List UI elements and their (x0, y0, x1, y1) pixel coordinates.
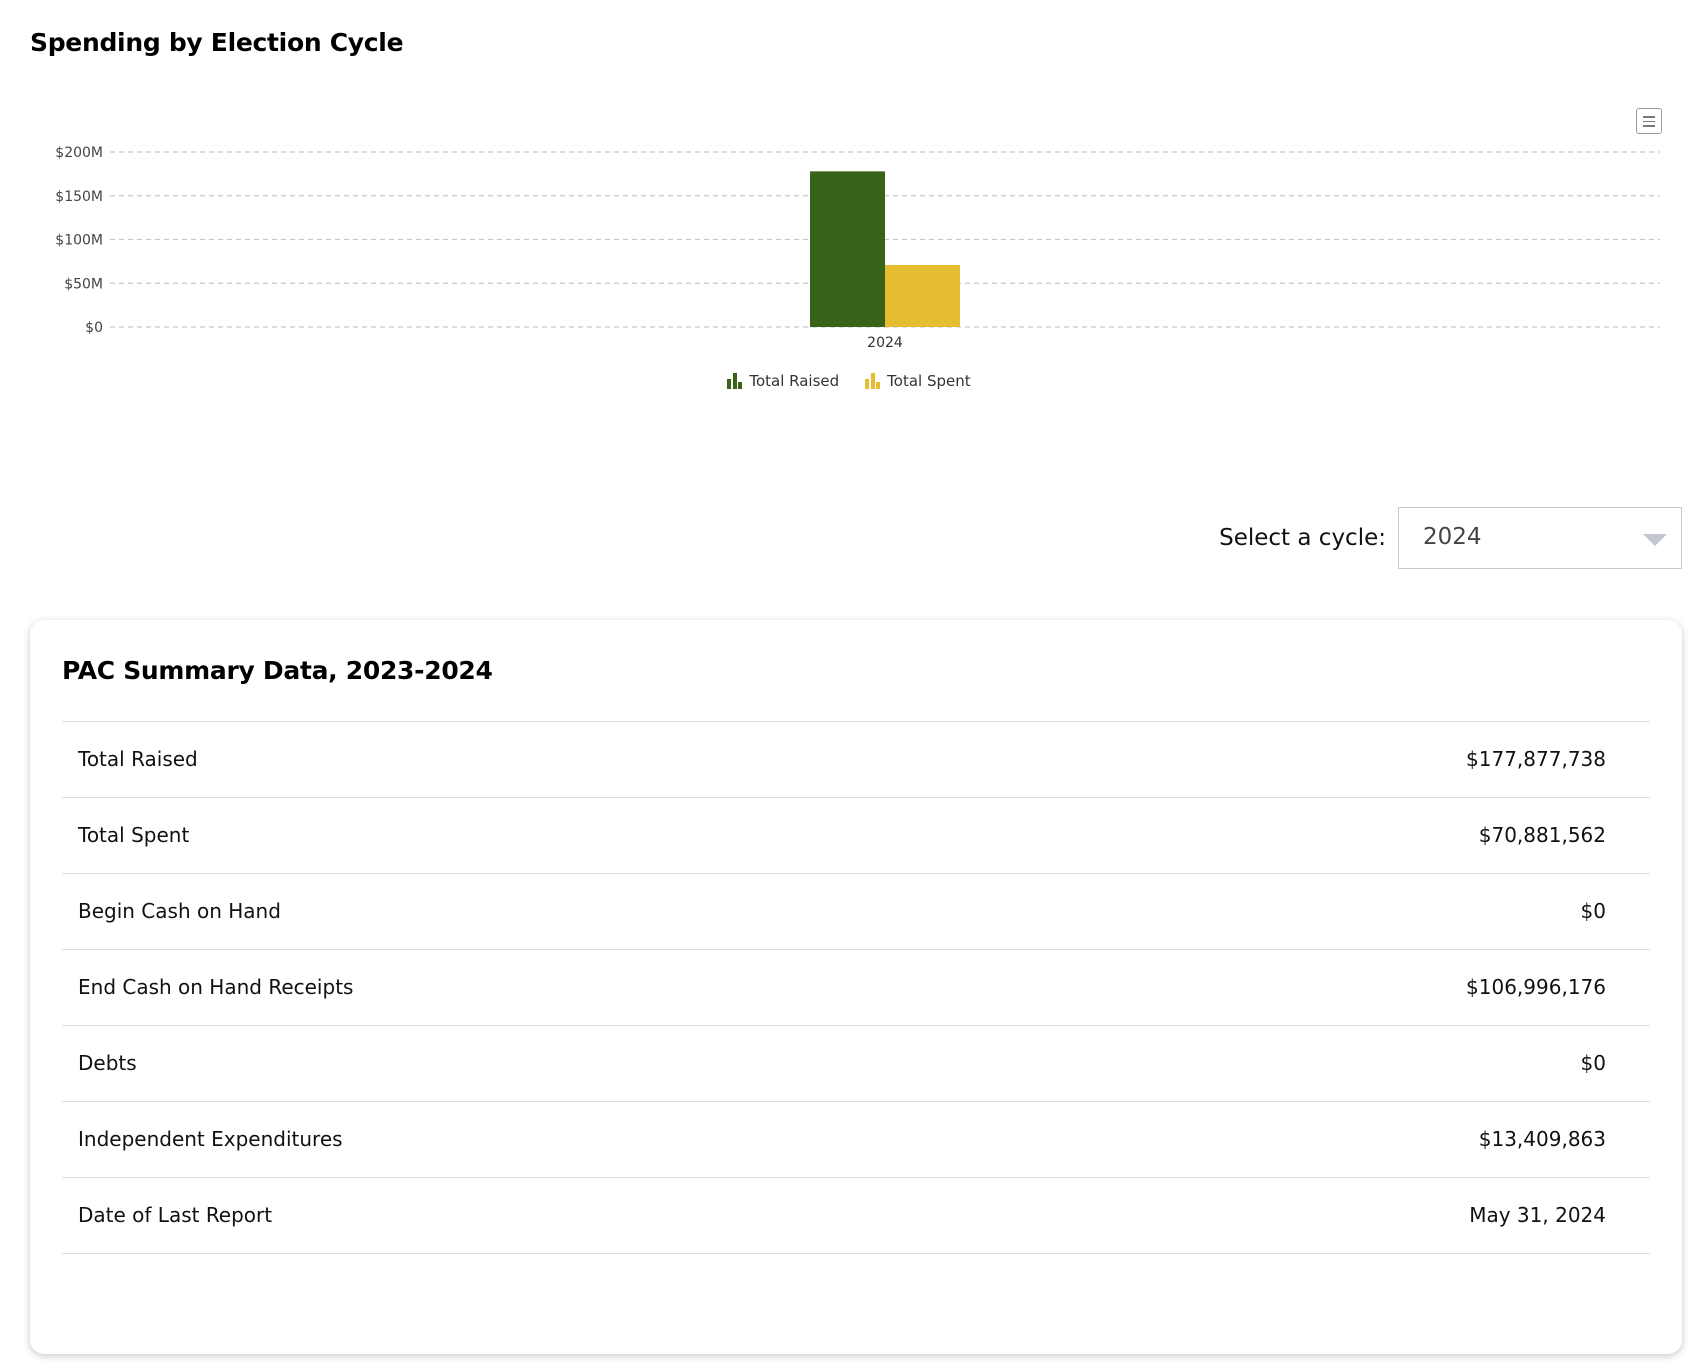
table-row: Debts $0 (62, 1026, 1650, 1102)
row-value: $0 (1580, 1051, 1606, 1075)
legend-swatch-spent-2 (870, 373, 875, 389)
y-tick-label: $100M (55, 233, 103, 249)
row-label: End Cash on Hand Receipts (78, 975, 354, 999)
row-label: Begin Cash on Hand (78, 899, 281, 923)
legend-item-total-raised[interactable]: Total Raised (727, 372, 839, 390)
table-row: End Cash on Hand Receipts $106,996,176 (62, 950, 1650, 1026)
legend-label-total-raised: Total Raised (749, 372, 840, 390)
row-label: Independent Expenditures (78, 1127, 343, 1151)
spending-chart: $0 $50M $100M $150M $200M 2024 Total Raised T… (0, 80, 1698, 440)
y-tick-label: $50M (64, 276, 103, 292)
y-tick-label: $150M (55, 189, 103, 205)
cycle-selector-row: Select a cycle: 2024 (1219, 507, 1682, 569)
summary-title: PAC Summary Data, 2023-2024 (62, 656, 493, 685)
table-row: Total Spent $70,881,562 (62, 798, 1650, 874)
row-label: Total Spent (78, 823, 190, 847)
legend-label-total-spent: Total Spent (887, 372, 971, 390)
legend-swatch-raised-3 (738, 382, 743, 389)
row-label: Total Raised (78, 747, 198, 771)
table-row: Begin Cash on Hand $0 (62, 874, 1650, 950)
table-row: Date of Last Report May 31, 2024 (62, 1178, 1650, 1254)
row-label: Date of Last Report (78, 1203, 273, 1227)
y-tick-label: $200M (55, 145, 103, 161)
row-value: $70,881,562 (1478, 823, 1606, 847)
bar-total-raised (810, 171, 885, 327)
row-label: Debts (78, 1051, 137, 1075)
table-row: Independent Expenditures $13,409,863 (62, 1102, 1650, 1178)
y-tick-label: $0 (85, 320, 103, 336)
cycle-select[interactable]: 2024 (1398, 507, 1682, 569)
cycle-selector-label: Select a cycle: (1219, 525, 1386, 551)
bar-chart-icon (727, 373, 743, 389)
row-value: May 31, 2024 (1469, 1203, 1606, 1227)
chart-legend: Total Raised Total Spent (0, 372, 1698, 390)
chevron-down-icon (1643, 534, 1667, 546)
bar-chart-icon (865, 373, 881, 389)
chart-plot: $0 $50M $100M $150M $200M 2024 (55, 145, 1660, 351)
table-row: Total Raised $177,877,738 (62, 722, 1650, 798)
cycle-select-value: 2024 (1423, 524, 1482, 550)
page-title: Spending by Election Cycle (30, 28, 404, 57)
pac-summary-card: PAC Summary Data, 2023-2024 Total Raised… (30, 620, 1682, 1354)
bar-total-spent (885, 264, 960, 327)
legend-item-total-spent[interactable]: Total Spent (865, 372, 971, 390)
row-value: $13,409,863 (1478, 1127, 1606, 1151)
legend-swatch-spent-3 (876, 382, 881, 389)
row-value: $177,877,738 (1466, 747, 1606, 771)
x-tick-label: 2024 (867, 335, 903, 351)
legend-swatch-raised-2 (732, 373, 737, 389)
row-value: $106,996,176 (1466, 975, 1606, 999)
summary-table: Total Raised $177,877,738 Total Spent $7… (62, 721, 1650, 1254)
row-value: $0 (1580, 899, 1606, 923)
legend-swatch-raised-1 (727, 379, 732, 389)
legend-swatch-spent-1 (865, 379, 870, 389)
hamburger-menu-icon[interactable] (1636, 108, 1662, 134)
